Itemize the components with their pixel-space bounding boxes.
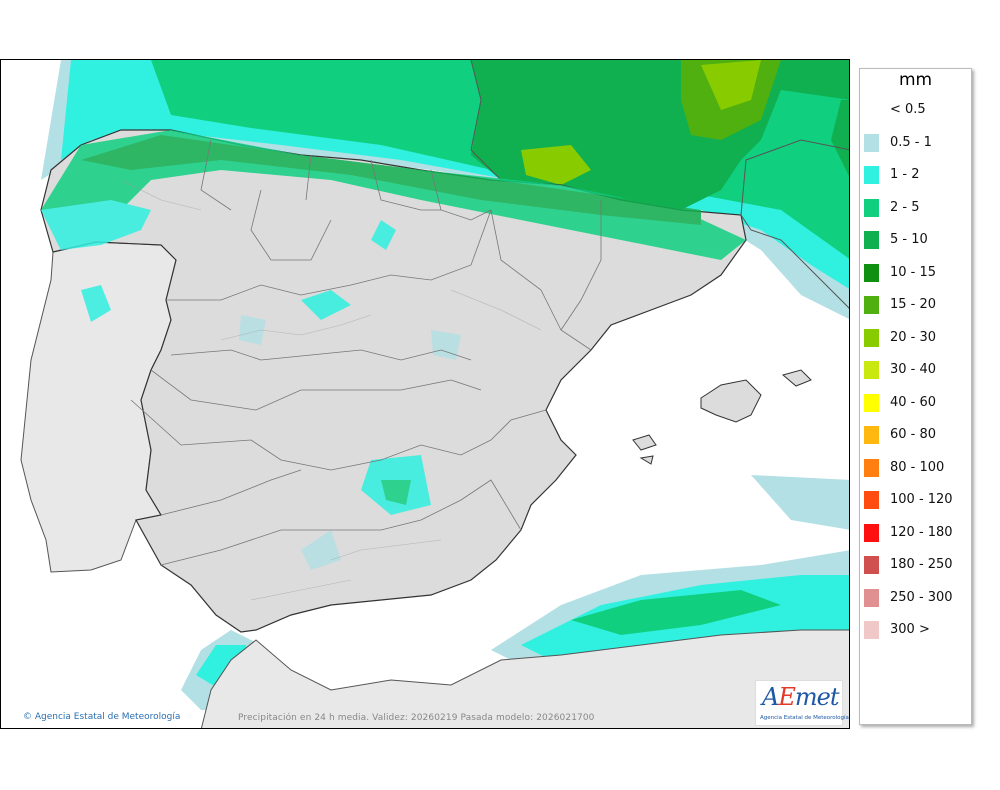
france-coast [470,60,502,181]
legend-label: 0.5 - 1 [890,134,932,150]
spain-mainland [40,129,747,633]
legend-swatch [864,426,879,444]
copyright-text: © Agencia Estatal de Meteorología [23,712,180,722]
legend-swatch [864,296,879,314]
legend-label: 15 - 20 [890,297,937,312]
formentera [639,455,654,465]
regional-borders [130,139,602,566]
menorca [781,369,812,387]
legend-item: 30 - 40 [860,358,971,382]
legend-swatch [864,556,879,574]
legend-label: 250 - 300 [890,589,953,605]
legend-item: 180 - 250 [860,553,971,577]
legend-swatch [864,621,879,639]
legend-swatch [864,458,879,477]
legend-item: 40 - 60 [860,391,971,415]
map-canvas [1,60,849,728]
logo-subtitle: Agencia Estatal de Meteorología [760,715,849,721]
legend-label: 120 - 180 [890,524,953,540]
precip-north-sea [41,60,849,319]
mallorca [700,379,762,423]
legend-label: 20 - 30 [890,329,937,345]
france [740,139,849,309]
legend-label: 5 - 10 [890,232,928,247]
legend-item: 15 - 20 [860,293,971,317]
legend-label: 80 - 100 [890,459,945,475]
legend-label: 1 - 2 [890,167,920,182]
legend-label: 60 - 80 [890,427,937,442]
legend-item: 120 - 180 [860,521,971,545]
map-caption: Precipitación en 24 h media. Validez: 20… [238,713,595,723]
legend-item: 100 - 120 [860,488,971,512]
aemet-logo: AEmet Agencia Estatal de Meteorología [755,680,849,726]
legend-swatch [864,328,879,347]
legend-swatch [864,491,879,509]
legend-label: 30 - 40 [890,362,937,377]
ibiza [632,434,657,451]
africa-coast [200,629,849,728]
legend-item: 10 - 15 [860,261,971,285]
legend-swatch [864,166,879,184]
legend-swatch [864,101,879,119]
legend-swatch [864,198,879,217]
legend-label: 10 - 15 [890,264,937,280]
legend-item: 300 > [860,618,971,642]
legend-label: 180 - 250 [890,557,953,572]
legend-item: 5 - 10 [860,228,971,252]
legend-swatch [864,231,879,249]
legend-item: 80 - 100 [860,456,971,480]
legend-swatch [864,263,879,282]
legend-item: 20 - 30 [860,326,971,350]
precip-north-land [41,130,746,570]
copyright-icon: © [23,712,35,722]
legend-swatch [864,588,879,607]
legend-label: 300 > [890,622,930,637]
legend-item: < 0.5 [860,98,971,122]
legend-item: 2 - 5 [860,196,971,220]
legend-label: 40 - 60 [890,394,937,410]
precipitation-map: © Agencia Estatal de Meteorología Precip… [0,59,850,729]
legend-item: 60 - 80 [860,423,971,447]
legend-item: 1 - 2 [860,163,971,187]
legend-swatch [864,133,879,152]
legend-label: 100 - 120 [890,492,953,507]
logo-word: AEmet [762,683,839,711]
legend-label: 2 - 5 [890,199,920,215]
legend-title: mm [898,70,933,90]
legend-swatch [864,361,879,379]
legend-item: 250 - 300 [860,586,971,610]
legend-swatch [864,393,879,412]
legend-item: 0.5 - 1 [860,131,971,155]
relief-shading [120,179,542,601]
legend-label: < 0.5 [890,102,926,117]
legend: mm < 0.5 0.5 - 1 1 - 2 2 - 5 5 - 10 10 - 15 15… [859,68,972,725]
copyright-label: Agencia Estatal de Meteorología [34,712,181,722]
legend-swatch [864,523,879,542]
